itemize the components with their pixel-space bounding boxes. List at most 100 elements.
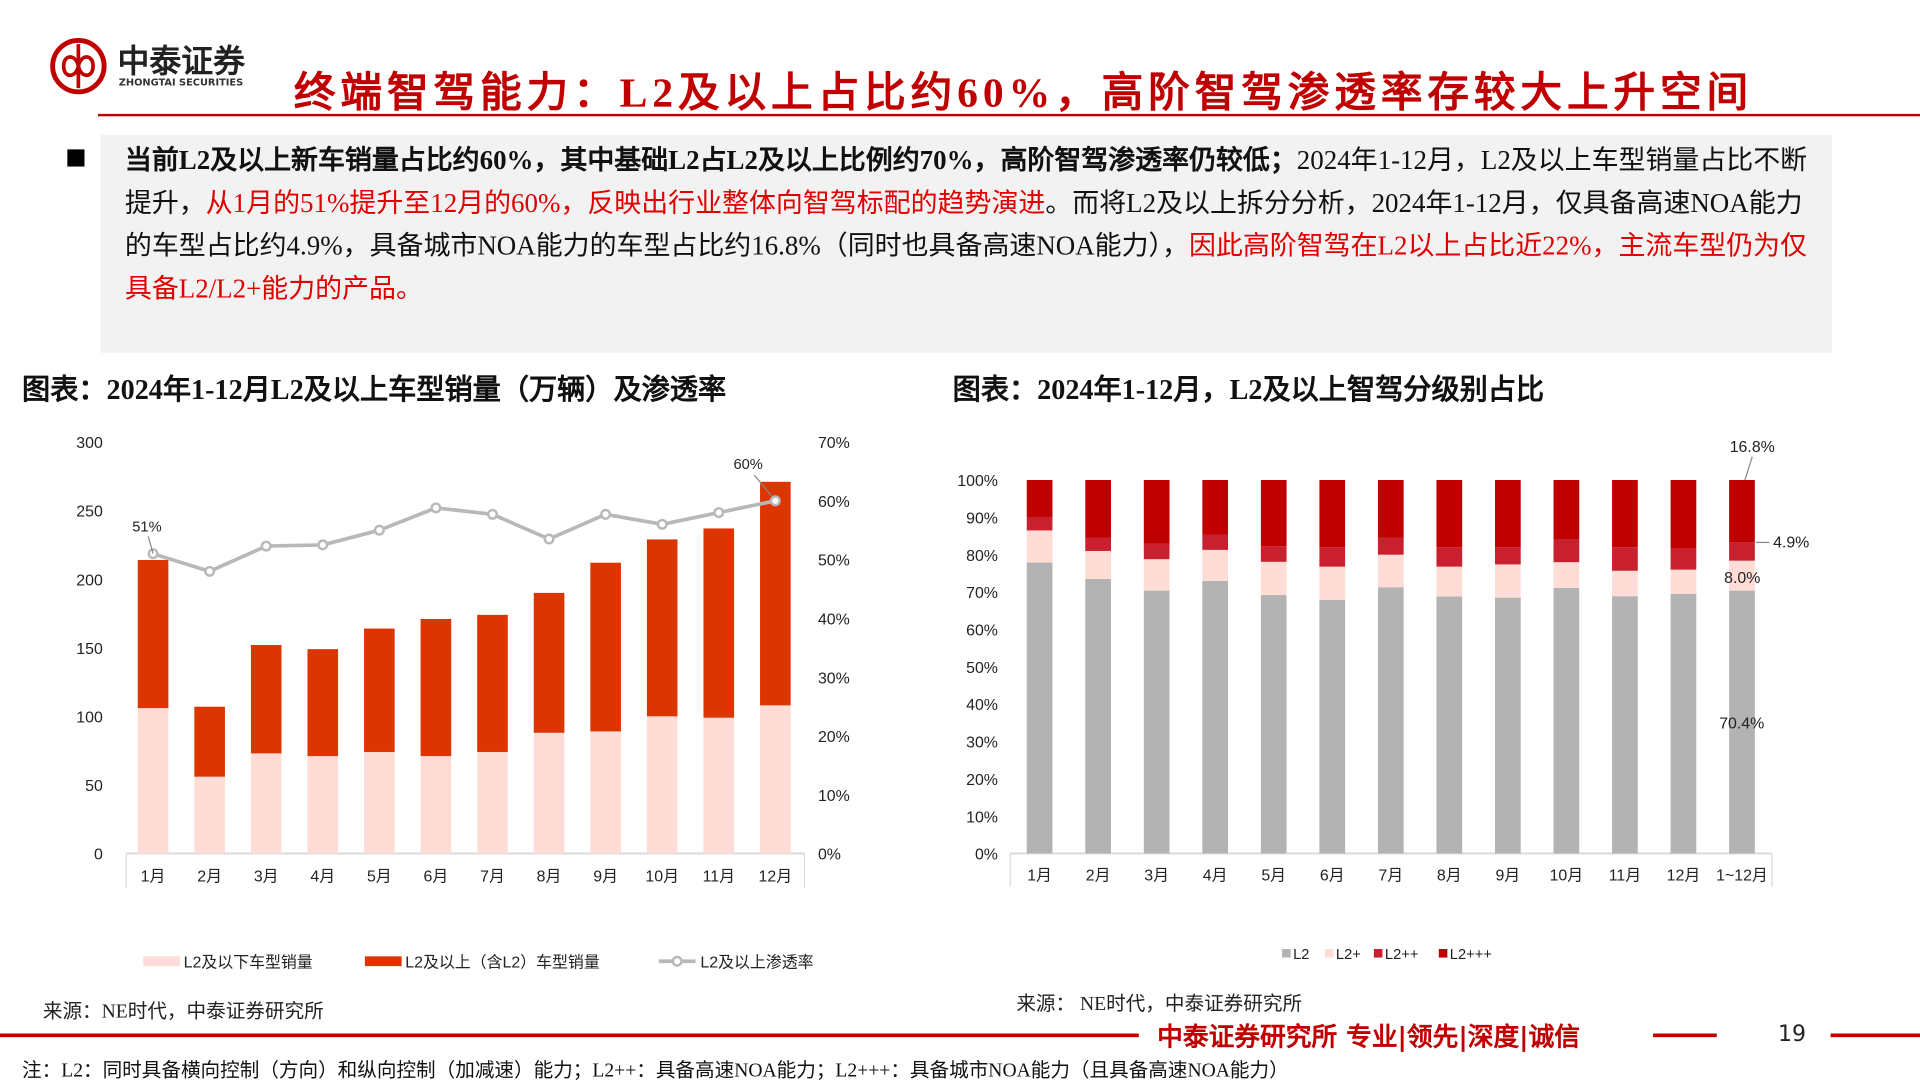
- bar-lower-segment: [137, 708, 169, 854]
- y-tick-label: 60%: [966, 623, 998, 640]
- y-tick-label: 10%: [966, 809, 998, 826]
- x-tick-label: 6月: [424, 869, 449, 886]
- segment-L2-plus: [1612, 570, 1638, 597]
- x-tick-label: 10月: [1550, 867, 1584, 884]
- legend-label: L2及以下车型销量: [184, 953, 313, 971]
- y-tick-label: 200: [76, 572, 103, 589]
- y-tick-label: 0: [94, 847, 103, 864]
- legend-label: L2++: [1385, 947, 1419, 963]
- legend-swatch: [1324, 948, 1334, 958]
- segment-L2: [1553, 587, 1580, 854]
- y2-tick-label: 40%: [818, 611, 850, 628]
- page-number: 19: [1777, 1021, 1807, 1047]
- segment-L2-plus: [1085, 550, 1111, 579]
- data-label: 8.0%: [1724, 570, 1760, 587]
- segment-L2: [1202, 580, 1229, 854]
- x-tick-label: 7月: [480, 869, 505, 886]
- bar-upper-segment: [533, 592, 565, 733]
- segment-L2: [1494, 597, 1521, 854]
- source-left: 来源：NE时代，中泰证券研究所: [42, 1001, 324, 1023]
- summary-highlight: 因此高阶智驾在L2以上占比近22%，主流车型仍为仅具备L2/L2+能力的产品。: [124, 230, 1808, 304]
- summary-sentence: 。而将L2及以上拆分分析，2024年1-12月，仅具备高速NOA能力的车型占比约…: [124, 187, 1803, 261]
- segment-L2-plus: [1670, 569, 1697, 594]
- bar-upper-segment: [194, 706, 225, 777]
- segment-L2-plus-plus: [1436, 547, 1463, 567]
- bullet-square-icon: [67, 149, 85, 167]
- legend-label: L2+++: [1450, 947, 1492, 963]
- bar-lower-segment: [703, 717, 735, 854]
- x-tick-label: 1~12月: [1716, 867, 1768, 884]
- bar-lower-segment: [194, 776, 225, 854]
- chart-title-right: 图表：2024年1-12月，L2及以上智驾分级别占比: [952, 374, 1545, 406]
- legend-label: L2: [1293, 947, 1309, 963]
- chart-title-left: 图表：2024年1-12月L2及以上车型销量（万辆）及渗透率: [22, 374, 727, 406]
- source-right: 来源： NE时代，中泰证券研究所: [1016, 994, 1303, 1016]
- page-title: 终端智驾能力：L2及以上占比约60%，高阶智驾渗透率存较大上升空间: [293, 71, 1754, 117]
- y2-tick-label: 70%: [818, 435, 850, 452]
- y-tick-label: 50%: [966, 660, 998, 677]
- penetration-point: [543, 533, 555, 545]
- segment-L2-plus-plus-plus: [1026, 480, 1053, 517]
- segment-L2-plus: [1260, 561, 1287, 596]
- segment-L2-plus: [1143, 559, 1170, 591]
- y-tick-label: 300: [76, 435, 103, 452]
- summary-sentence: 2024年1-12月，L2及以上车型销量占比不断提升，: [124, 144, 1808, 218]
- x-tick-label: 6月: [1320, 867, 1345, 884]
- leader-line: [1744, 456, 1753, 481]
- footnote: 注：L2：同时具备横向控制（方向）和纵向控制（加减速）能力；L2++：具备高速N…: [22, 1060, 1289, 1082]
- segment-L2: [1612, 596, 1638, 854]
- bar-lower-segment: [364, 751, 395, 854]
- x-tick-label: 1月: [1027, 867, 1052, 884]
- y-tick-label: 100: [76, 709, 103, 726]
- x-tick-label: 2月: [1086, 867, 1111, 884]
- legend-swatch: [364, 956, 402, 967]
- penetration-point: [147, 548, 159, 560]
- legend-swatch: [1282, 948, 1291, 958]
- segment-L2-plus-plus: [1085, 537, 1111, 551]
- segment-L2-plus-plus: [1202, 534, 1229, 550]
- x-tick-label: 9月: [593, 869, 618, 886]
- segment-L2-plus-plus-plus: [1436, 480, 1463, 548]
- y-tick-label: 80%: [966, 548, 998, 565]
- y-tick-label: 90%: [966, 510, 998, 527]
- segment-L2-plus-plus-plus: [1085, 480, 1111, 538]
- x-tick-label: 5月: [367, 869, 392, 886]
- bar-upper-segment: [646, 539, 678, 717]
- legend-label: L2+: [1336, 947, 1361, 963]
- y2-tick-label: 0%: [818, 847, 841, 864]
- segment-L2-plus-plus-plus: [1553, 480, 1580, 540]
- x-tick-label: 3月: [254, 869, 279, 886]
- x-tick-label: 12月: [759, 869, 793, 886]
- segment-L2-plus-plus: [1143, 543, 1170, 560]
- bar-lower-segment: [477, 751, 508, 854]
- x-tick-label: 11月: [1609, 867, 1641, 884]
- penetration-point: [317, 539, 329, 551]
- x-tick-label: 4月: [1203, 867, 1228, 884]
- y-tick-label: 30%: [966, 735, 998, 752]
- summary-lead: 当前L2及以上新车销量占比约60%，其中基础L2占L2及以上比例约70%，高阶智…: [124, 144, 1297, 176]
- x-tick-label: 5月: [1261, 867, 1286, 884]
- penetration-point: [769, 495, 781, 507]
- segment-L2-plus-plus: [1553, 539, 1580, 563]
- bar-upper-segment: [137, 559, 169, 709]
- y2-tick-label: 20%: [818, 729, 850, 746]
- x-tick-label: 3月: [1144, 867, 1169, 884]
- data-label: 60%: [733, 457, 762, 473]
- segment-L2-plus-plus-plus: [1260, 480, 1287, 547]
- x-tick-label: 10月: [645, 869, 679, 886]
- x-tick-label: 7月: [1378, 867, 1403, 884]
- segment-L2-plus-plus-plus: [1377, 480, 1404, 538]
- data-label: 70.4%: [1719, 716, 1764, 733]
- legend-swatch: [1373, 948, 1383, 958]
- y-tick-label: 100%: [957, 473, 998, 490]
- segment-L2-plus-plus-plus: [1143, 480, 1170, 544]
- footer-rule: [1830, 1033, 1920, 1038]
- penetration-line: [152, 499, 776, 574]
- bar-upper-segment: [760, 481, 791, 706]
- y-tick-label: 50: [85, 778, 103, 795]
- segment-L2: [1670, 593, 1697, 854]
- segment-L2-plus: [1026, 530, 1053, 563]
- legend-marker: [671, 955, 683, 967]
